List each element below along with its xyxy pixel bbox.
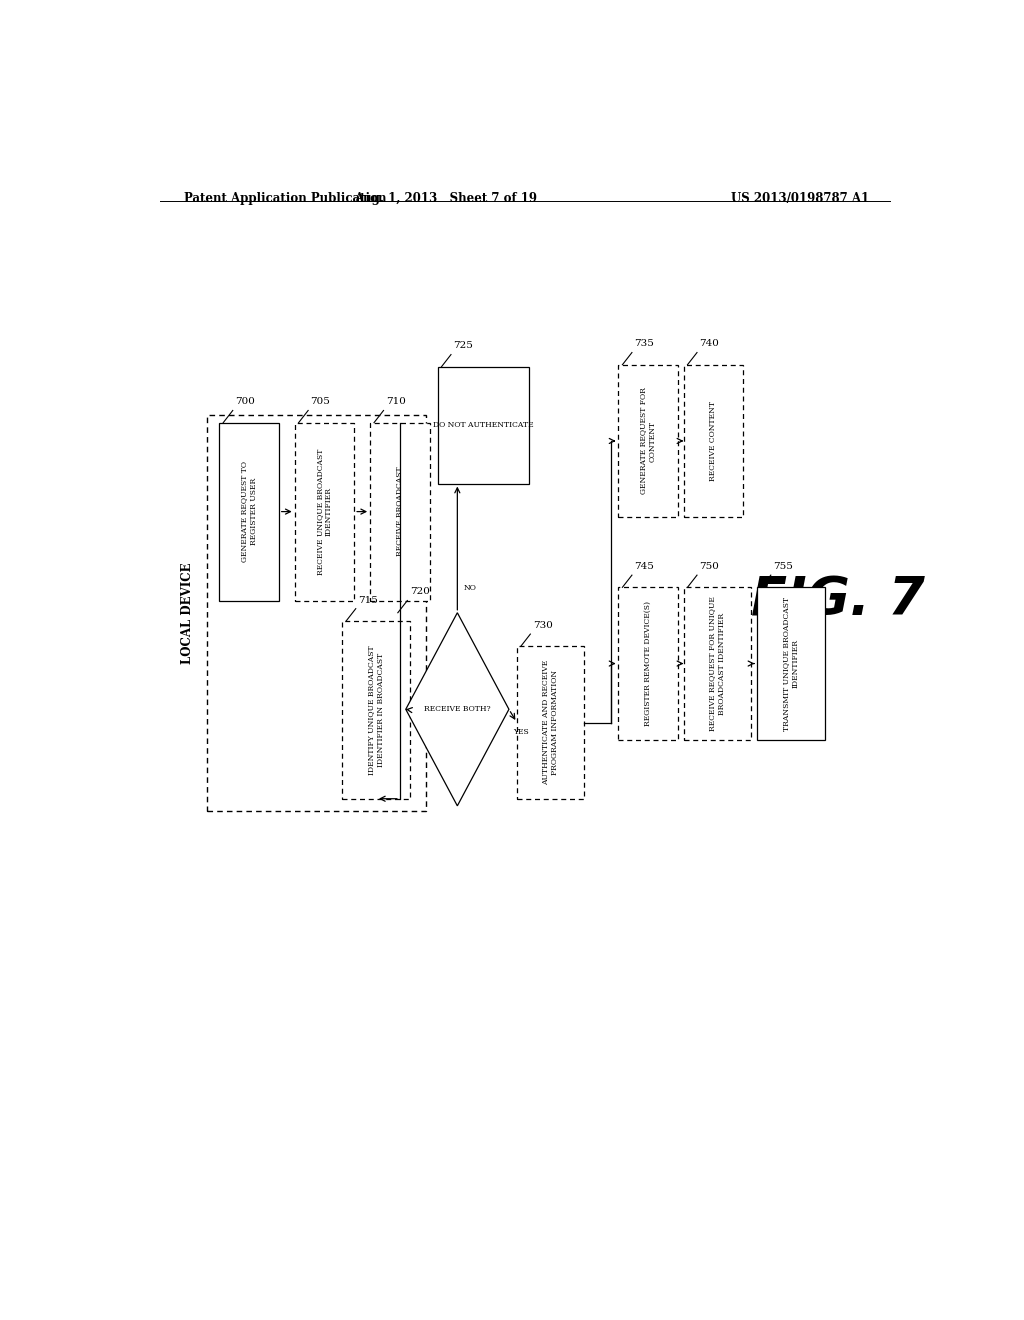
Text: 755: 755	[773, 562, 793, 572]
Text: 750: 750	[699, 562, 719, 572]
Text: RECEIVE BROADCAST: RECEIVE BROADCAST	[396, 467, 403, 557]
Text: GENERATE REQUEST TO
REGISTER USER: GENERATE REQUEST TO REGISTER USER	[241, 461, 258, 562]
Text: 720: 720	[410, 587, 430, 597]
Text: Patent Application Publication: Patent Application Publication	[183, 191, 386, 205]
Text: 710: 710	[386, 397, 406, 407]
Text: 700: 700	[236, 397, 255, 407]
Bar	[437, 367, 528, 483]
Text: YES: YES	[513, 727, 528, 735]
Text: TRANSMIT UNIQUE BROADCAST
IDENTIFIER: TRANSMIT UNIQUE BROADCAST IDENTIFIER	[782, 597, 800, 730]
Text: 705: 705	[310, 397, 331, 407]
Text: RECEIVE CONTENT: RECEIVE CONTENT	[710, 401, 717, 480]
Text: LOCAL DEVICE: LOCAL DEVICE	[181, 562, 194, 664]
Text: 725: 725	[454, 342, 473, 351]
Text: 740: 740	[699, 339, 719, 348]
Text: IDENTIFY UNIQUE BROADCAST
IDENTIFIER IN BROADCAST: IDENTIFY UNIQUE BROADCAST IDENTIFIER IN …	[368, 645, 385, 775]
Bar	[618, 364, 678, 517]
Bar	[684, 364, 743, 517]
Text: DO NOT AUTHENTICATE: DO NOT AUTHENTICATE	[433, 421, 534, 429]
Bar	[618, 587, 678, 739]
Text: Aug. 1, 2013   Sheet 7 of 19: Aug. 1, 2013 Sheet 7 of 19	[354, 191, 537, 205]
Text: RECEIVE BOTH?: RECEIVE BOTH?	[424, 705, 490, 713]
Text: US 2013/0198787 A1: US 2013/0198787 A1	[731, 191, 869, 205]
Text: 745: 745	[634, 562, 654, 572]
Text: GENERATE REQUEST FOR
CONTENT: GENERATE REQUEST FOR CONTENT	[640, 388, 656, 495]
Bar	[295, 422, 354, 601]
Text: RECEIVE REQUEST FOR UNIQUE
BROADCAST IDENTIFIER: RECEIVE REQUEST FOR UNIQUE BROADCAST IDE…	[709, 597, 726, 731]
Bar	[342, 620, 410, 799]
Text: 715: 715	[358, 595, 378, 605]
Text: AUTHENTICATE AND RECEIVE
PROGRAM INFORMATION: AUTHENTICATE AND RECEIVE PROGRAM INFORMA…	[542, 660, 559, 785]
Text: REGISTER REMOTE DEVICE(S): REGISTER REMOTE DEVICE(S)	[644, 601, 652, 726]
Bar	[370, 422, 430, 601]
Bar	[207, 414, 426, 810]
Bar	[758, 587, 824, 739]
Bar	[517, 647, 585, 799]
Text: NO: NO	[464, 585, 476, 593]
Text: FIG. 7: FIG. 7	[752, 574, 926, 627]
Text: 735: 735	[634, 339, 654, 348]
Text: RECEIVE UNIQUE BROADCAST
IDENTIFIER: RECEIVE UNIQUE BROADCAST IDENTIFIER	[315, 449, 333, 574]
Bar	[684, 587, 751, 739]
Polygon shape	[406, 612, 509, 805]
Text: 730: 730	[532, 620, 553, 630]
Bar	[219, 422, 279, 601]
